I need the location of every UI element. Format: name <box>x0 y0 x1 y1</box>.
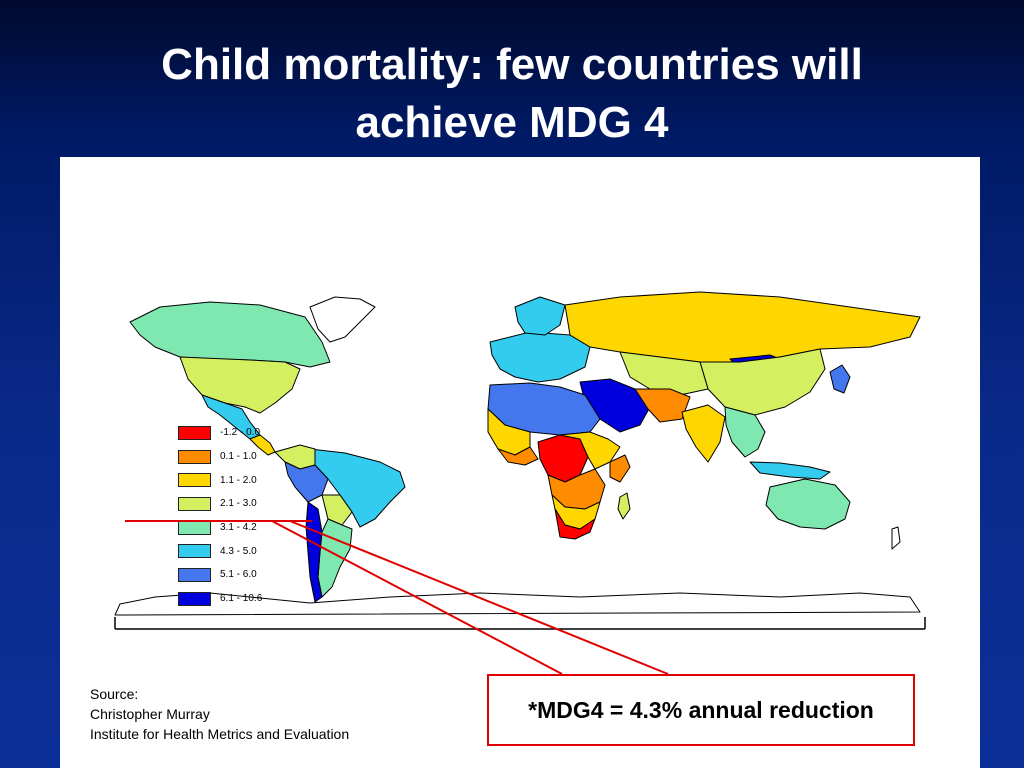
source-author: Christopher Murray <box>90 706 210 722</box>
region-usa <box>179 356 301 414</box>
region-india <box>681 404 726 463</box>
legend-item: 1.1 - 2.0 <box>178 468 262 492</box>
legend-label: 2.1 - 3.0 <box>220 498 257 510</box>
region-somalia <box>609 454 631 483</box>
legend-label: 4.3 - 5.0 <box>220 545 257 557</box>
region-china <box>699 348 826 416</box>
region-europe <box>489 331 591 383</box>
region-argentina <box>317 518 353 598</box>
map-legend: -1.2 - 0.0 0.1 - 1.0 1.1 - 2.0 2.1 - 3.0… <box>178 421 262 611</box>
legend-label: 0.1 - 1.0 <box>220 451 257 463</box>
slide-title: Child mortality: few countries will achi… <box>40 36 984 152</box>
region-canada <box>129 301 331 368</box>
legend-item: 2.1 - 3.0 <box>178 492 262 516</box>
legend-swatch <box>178 473 211 488</box>
region-madagascar <box>617 492 631 520</box>
region-se-asia <box>724 406 766 458</box>
legend-swatch <box>178 449 211 464</box>
slide-title-line-1: Child mortality: few countries will <box>161 40 863 89</box>
legend-swatch <box>178 591 211 606</box>
region-new-zealand <box>891 526 901 550</box>
region-iran <box>634 388 691 423</box>
region-scandinavia <box>514 296 566 336</box>
source-institute: Institute for Health Metrics and Evaluat… <box>90 726 350 742</box>
region-bolivia <box>321 494 353 526</box>
legend-label: 3.1 - 4.2 <box>220 522 257 534</box>
legend-swatch <box>178 567 211 582</box>
region-russia <box>564 291 921 363</box>
legend-item: 3.1 - 4.2 <box>178 516 262 540</box>
source-note: Source: Christopher Murray Institute for… <box>90 684 349 744</box>
legend-swatch <box>178 425 211 440</box>
map-panel: -1.2 - 0.0 0.1 - 1.0 1.1 - 2.0 2.1 - 3.0… <box>60 157 980 768</box>
region-colombia <box>274 444 316 470</box>
region-australia <box>765 478 851 530</box>
legend-label: 6.1 - 10.6 <box>220 593 263 605</box>
legend-item: -1.2 - 0.0 <box>178 421 262 445</box>
region-central-asia <box>619 351 709 396</box>
legend-swatch <box>178 496 211 511</box>
region-west-africa-coast <box>497 446 539 466</box>
legend-item: 0.1 - 1.0 <box>178 445 262 469</box>
region-chile <box>305 501 323 603</box>
legend-swatch <box>178 544 211 559</box>
legend-swatch <box>178 520 211 535</box>
mdg4-callout-box: *MDG4 = 4.3% annual reduction <box>487 674 915 746</box>
legend-item: 4.3 - 5.0 <box>178 539 262 563</box>
region-indonesia <box>749 461 831 480</box>
legend-label: -1.2 - 0.0 <box>220 427 261 439</box>
region-japan <box>829 364 851 394</box>
slide-title-line-2: achieve MDG 4 <box>355 98 669 147</box>
mdg4-callout-text: *MDG4 = 4.3% annual reduction <box>528 696 874 723</box>
region-greenland <box>309 296 376 343</box>
legend-item: 5.1 - 6.0 <box>178 563 262 587</box>
source-label: Source: <box>90 686 139 702</box>
legend-label: 5.1 - 6.0 <box>220 569 257 581</box>
legend-item: 6.1 - 10.6 <box>178 587 262 611</box>
legend-label: 1.1 - 2.0 <box>220 474 257 486</box>
